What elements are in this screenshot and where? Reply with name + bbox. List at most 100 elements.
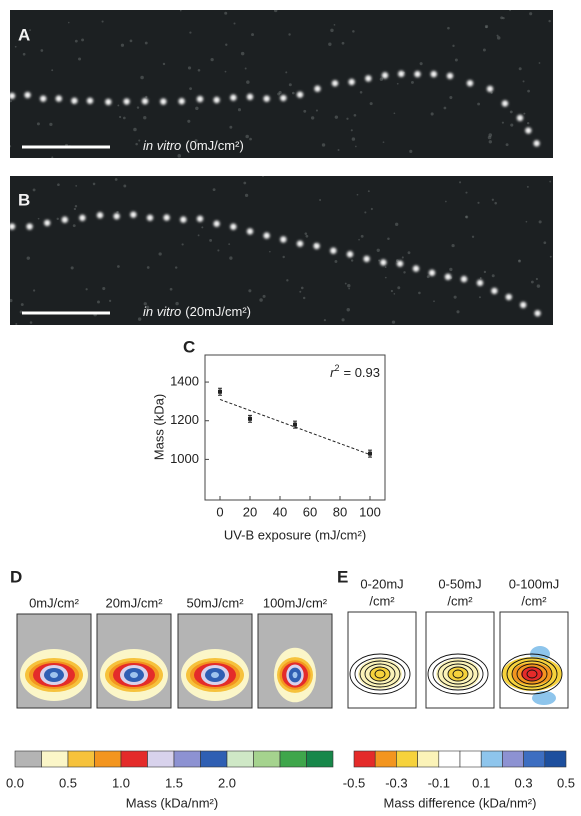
- background-speck: [449, 268, 452, 271]
- colorbar-cell: [174, 751, 201, 767]
- nucleosome: [123, 98, 129, 104]
- background-speck: [451, 244, 454, 247]
- panel-label: B: [18, 190, 30, 209]
- background-speck: [245, 135, 249, 139]
- nucleosome: [197, 96, 203, 102]
- background-speck: [489, 140, 492, 143]
- background-speck: [249, 138, 252, 141]
- caption-italic: in vitro: [143, 138, 181, 153]
- x-tick-label: 60: [303, 504, 317, 519]
- background-speck: [387, 237, 390, 240]
- nucleosome: [297, 91, 303, 97]
- map-header: 0mJ/cm²: [29, 595, 80, 610]
- background-speck: [347, 308, 350, 311]
- colorbar-cell: [481, 751, 502, 767]
- nucleosome: [71, 98, 77, 104]
- colorbar-cell: [201, 751, 228, 767]
- background-speck: [49, 123, 52, 126]
- nucleosome: [280, 95, 286, 101]
- background-speck: [138, 140, 140, 142]
- background-speck: [51, 69, 53, 71]
- background-speck: [444, 107, 447, 110]
- background-speck: [455, 59, 458, 62]
- background-speck: [479, 296, 481, 298]
- colorbar-cell: [460, 751, 481, 767]
- colorbar-cell: [254, 751, 281, 767]
- caption-text: (20mJ/cm²): [185, 304, 251, 319]
- background-speck: [402, 256, 404, 258]
- nucleosome: [502, 100, 508, 106]
- background-speck: [311, 116, 314, 119]
- nucleosome: [163, 214, 169, 220]
- background-speck: [305, 235, 308, 238]
- background-speck: [377, 249, 380, 252]
- nucleosome: [520, 302, 526, 308]
- background-speck: [537, 284, 540, 287]
- background-speck: [335, 115, 338, 118]
- background-speck: [465, 192, 467, 194]
- background-speck: [233, 22, 235, 24]
- background-speck: [355, 146, 357, 148]
- colorbar-cell: [148, 751, 175, 767]
- nucleosome: [213, 221, 219, 227]
- background-speck: [27, 256, 30, 259]
- map-header: 100mJ/cm²: [263, 595, 328, 610]
- background-speck: [454, 296, 457, 299]
- background-speck: [477, 103, 480, 106]
- map-header: 0-100mJ: [509, 576, 560, 591]
- background-speck: [57, 183, 60, 186]
- background-speck: [210, 58, 213, 61]
- background-speck: [526, 221, 528, 223]
- background-speck: [57, 218, 59, 220]
- nucleosome: [263, 95, 269, 101]
- background-speck: [78, 58, 81, 61]
- x-tick-label: 0: [216, 504, 223, 519]
- background-speck: [140, 76, 144, 80]
- background-speck: [368, 190, 370, 192]
- nucleosome: [447, 73, 453, 79]
- caption: in vitro(0mJ/cm²): [143, 138, 244, 153]
- map-level: [293, 672, 298, 678]
- colorbar-cell: [354, 751, 375, 767]
- background-speck: [357, 194, 359, 196]
- background-speck: [109, 300, 111, 302]
- background-speck: [509, 9, 511, 11]
- y-tick-label: 1000: [170, 451, 199, 466]
- nucleosome: [197, 216, 203, 222]
- background-speck: [539, 220, 542, 223]
- background-speck: [301, 287, 304, 290]
- background-speck: [391, 290, 393, 292]
- background-speck: [269, 251, 271, 253]
- background-speck: [10, 100, 12, 102]
- background-speck: [392, 321, 395, 324]
- nucleosome: [26, 223, 32, 229]
- background-speck: [285, 71, 287, 73]
- background-speck: [459, 181, 461, 183]
- nucleosome: [533, 140, 539, 146]
- nucleosome: [347, 251, 353, 257]
- nucleosome: [382, 72, 388, 78]
- background-speck: [130, 40, 133, 43]
- background-speck: [143, 116, 146, 119]
- colorbar-tick-label: 1.5: [165, 775, 183, 790]
- background-speck: [485, 26, 487, 28]
- nucleosome: [413, 265, 419, 271]
- colorbar-cell: [42, 751, 69, 767]
- colorbar-cell: [396, 751, 417, 767]
- background-speck: [38, 218, 40, 220]
- nucleosome: [398, 71, 404, 77]
- background-speck: [133, 128, 137, 132]
- background-speck: [229, 256, 232, 259]
- background-speck: [480, 277, 482, 279]
- background-speck: [188, 66, 191, 69]
- nucleosome: [9, 93, 15, 99]
- nucleosome: [487, 86, 493, 92]
- background-speck: [9, 145, 11, 147]
- background-speck: [303, 297, 305, 299]
- nucleosome: [491, 288, 497, 294]
- nucleosome: [178, 98, 184, 104]
- background-speck: [33, 289, 35, 291]
- background-speck: [245, 194, 248, 197]
- nucleosome: [363, 256, 369, 262]
- background-speck: [383, 141, 385, 143]
